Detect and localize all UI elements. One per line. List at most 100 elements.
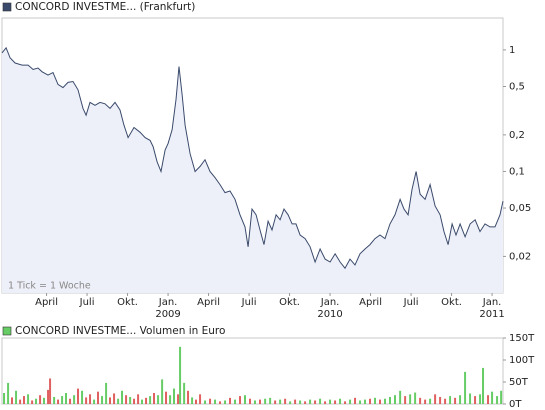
volume-bar — [199, 394, 202, 404]
volume-bar — [439, 396, 442, 404]
volume-bar — [129, 396, 132, 404]
volume-bar — [64, 393, 67, 404]
volume-bar — [249, 398, 252, 404]
volume-bar — [219, 401, 222, 404]
volume-bar — [393, 395, 396, 404]
volume-bar — [7, 382, 10, 404]
volume-bar — [269, 397, 272, 404]
x-tick-label: April — [197, 297, 220, 308]
legend-label: CONCORD INVESTME... (Frankfurt) — [15, 1, 195, 13]
y-tick-label: 0,1 — [509, 166, 525, 177]
volume-bar — [113, 393, 116, 404]
volume-bar — [339, 398, 342, 404]
annotation: 1 Tick = 1 Woche — [8, 281, 91, 292]
volume-bar — [3, 393, 6, 404]
volume-bar — [177, 394, 180, 404]
volume-bar — [153, 393, 156, 404]
volume-bar — [479, 394, 482, 404]
volume-bar — [459, 395, 462, 404]
volume-bar — [10, 397, 13, 404]
volume-bar — [389, 396, 392, 404]
volume-bar — [369, 398, 372, 404]
volume-bar — [53, 396, 56, 404]
volume-bar — [183, 382, 186, 404]
volume-bar — [379, 399, 382, 404]
price-line — [1, 46, 504, 270]
volume-bar — [23, 396, 26, 404]
legend-swatch — [2, 2, 12, 12]
y-tick-label: 150T — [509, 333, 535, 344]
volume-bar — [93, 399, 96, 404]
volume-bar — [474, 396, 477, 404]
volume-bar — [374, 397, 377, 404]
y-tick-label: 0,02 — [509, 251, 531, 262]
volume-bar — [244, 395, 247, 404]
volume-bar — [61, 396, 64, 404]
volume-bar — [121, 390, 124, 404]
volume-bar — [424, 399, 427, 404]
volume-bar — [85, 397, 88, 404]
volume-bar — [279, 399, 282, 404]
y-tick-label: 1 — [509, 45, 515, 56]
volume-bar — [349, 399, 352, 404]
x-tick-label: Juli — [241, 297, 257, 308]
volume-bar — [234, 399, 237, 404]
volume-bar — [284, 398, 287, 404]
volume-bar — [195, 399, 198, 404]
volume-bar — [354, 397, 357, 404]
volume-bar — [27, 394, 30, 404]
volume-bar — [125, 395, 128, 404]
x-tick-label: Okt. — [279, 297, 300, 308]
volume-bar — [35, 398, 38, 404]
volume-bar — [309, 399, 312, 404]
volume-bar — [294, 399, 297, 404]
volume-bar — [179, 346, 182, 404]
volume-bar — [15, 390, 18, 404]
volume-bar — [77, 388, 80, 404]
volume-bar — [149, 396, 152, 404]
volume-bar — [299, 400, 302, 404]
y-tick-label: 100T — [509, 355, 535, 366]
volume-bar — [57, 399, 60, 404]
volume-bar — [469, 393, 472, 404]
volume-bar — [109, 397, 112, 404]
volume-bar — [39, 395, 42, 404]
volume-bar — [42, 397, 45, 404]
volume-bar — [137, 394, 140, 404]
legend-label: CONCORD INVESTME... Volumen in Euro — [15, 325, 225, 337]
volume-bar — [172, 388, 175, 404]
x-tick-label: Jan. — [158, 297, 178, 308]
volume-bar — [133, 398, 136, 404]
volume-bar — [384, 398, 387, 404]
y-tick-label: 0T — [509, 399, 522, 410]
volume-bar — [429, 398, 432, 404]
volume-bar — [344, 401, 347, 404]
volume-bar — [19, 399, 22, 404]
volume-bar — [239, 396, 242, 404]
volume-bar — [258, 399, 261, 404]
volume-bar — [191, 397, 194, 404]
volume-bar — [165, 391, 168, 404]
x-tick-label: April — [35, 297, 58, 308]
volume-bar — [264, 398, 267, 404]
x-tick-label: Jan. — [482, 297, 502, 308]
volume-bar — [304, 401, 307, 404]
volume-bar — [434, 394, 437, 404]
x-tick-label: Juli — [403, 297, 419, 308]
volume-bar — [204, 400, 207, 404]
x-tick-label: Okt. — [117, 297, 138, 308]
volume-bar — [409, 394, 412, 404]
volume-bar — [187, 390, 190, 404]
volume-bar — [253, 400, 256, 404]
volume-bar — [224, 400, 227, 404]
x-year-label: 2009 — [155, 309, 180, 320]
x-tick-label: April — [359, 297, 382, 308]
x-tick-label: Okt. — [441, 297, 462, 308]
volume-bar — [334, 400, 337, 404]
volume-bar — [329, 399, 332, 404]
volume-bar — [491, 391, 494, 404]
volume-bar — [81, 390, 84, 404]
volume-bar — [289, 401, 292, 404]
volume-bar — [101, 396, 104, 404]
y-tick-label: 0,5 — [509, 81, 525, 92]
